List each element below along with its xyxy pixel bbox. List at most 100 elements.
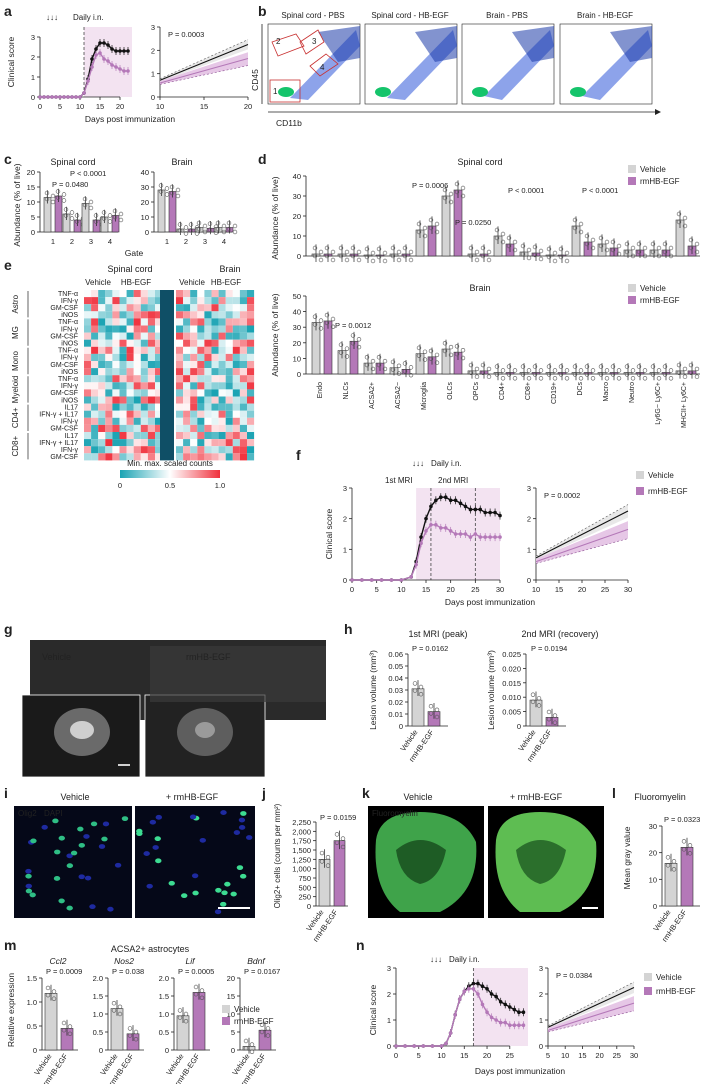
heat-cell <box>105 368 113 376</box>
heat-cell <box>232 318 240 326</box>
heat-cell <box>91 410 99 418</box>
heat-cell <box>147 325 155 333</box>
nucleus <box>83 834 90 839</box>
legend-swatch <box>644 987 652 995</box>
y-axis-title: Lesion volume (mm³) <box>368 650 378 730</box>
legend-label: Vehicle <box>656 973 682 982</box>
c-br-ytick-label: 30 <box>141 183 149 192</box>
nucleus <box>154 836 161 842</box>
legend-label: Vehicle <box>648 471 674 480</box>
heat-cell <box>225 446 233 454</box>
heat-cell <box>225 424 233 432</box>
replicate-point <box>500 231 506 237</box>
data-point <box>419 541 423 545</box>
heat-cell <box>239 432 247 440</box>
replicate-point <box>558 254 564 260</box>
replicate-point <box>480 245 486 251</box>
replicate-point <box>183 231 189 236</box>
heat-cell <box>247 403 255 411</box>
heat-cell <box>197 417 205 425</box>
heat-cell <box>239 417 247 425</box>
reg-n-xtick-label: 20 <box>595 1051 603 1060</box>
data-point <box>489 1015 494 1020</box>
d-bot-ytick-label: 50 <box>293 292 301 301</box>
replicate-point <box>486 374 492 379</box>
heat-cell <box>155 304 163 312</box>
replicate-point <box>67 1031 73 1037</box>
heat-cell <box>126 410 134 418</box>
heat-cell <box>211 432 219 440</box>
microglia-cluster <box>570 87 586 97</box>
replicate-point <box>454 189 460 195</box>
heat-cell <box>91 424 99 432</box>
replicate-point <box>590 237 596 243</box>
heat-cell <box>119 361 127 369</box>
replicate-point <box>598 243 604 249</box>
p-value: P = 0.0012 <box>335 321 371 330</box>
replicate-point <box>636 249 642 255</box>
heat-cell <box>218 389 226 397</box>
h2-ytick-label: 0.015 <box>502 679 521 688</box>
data-point <box>369 578 374 582</box>
microglia-cluster <box>278 87 294 97</box>
heat-cell <box>140 382 148 390</box>
category-label: Microglia <box>421 382 428 410</box>
data-point <box>476 992 480 996</box>
nucleus <box>52 818 59 824</box>
heat-cell <box>197 353 205 361</box>
replicate-point <box>572 364 578 369</box>
nucleus <box>238 825 246 830</box>
replicate-point <box>494 372 500 377</box>
nucleus <box>29 892 36 898</box>
replicate-point <box>598 372 604 377</box>
heat-cell <box>176 382 184 390</box>
heat-cell <box>176 446 184 454</box>
heat-cell <box>218 396 226 404</box>
replicate-point <box>101 210 107 215</box>
heat-cell <box>225 339 233 347</box>
replicate-point <box>630 368 636 373</box>
heat-cell <box>232 375 240 383</box>
heat-cell <box>112 311 120 319</box>
nucleus <box>121 816 129 822</box>
heat-cell <box>98 353 106 361</box>
replicate-point <box>604 368 610 373</box>
replicate-point <box>434 714 440 720</box>
heat-cell <box>247 311 255 319</box>
heat-cell <box>98 346 106 354</box>
heat-cell <box>239 439 247 447</box>
replicate-point <box>319 859 325 864</box>
heat-cell <box>204 332 212 340</box>
replicate-point <box>532 244 538 250</box>
heat-cell <box>155 439 163 447</box>
data-point <box>498 1020 503 1025</box>
replicate-point <box>636 364 642 369</box>
nucleus <box>240 811 247 816</box>
replicate-point <box>650 249 656 255</box>
heat-cell <box>112 339 120 347</box>
category-label: CD4+ <box>499 382 506 400</box>
p-value: P = 0.0002 <box>544 491 580 500</box>
m-Ccl2-bar <box>44 993 58 1051</box>
heat-cell <box>183 424 191 432</box>
cell-population <box>415 26 457 62</box>
data-point <box>494 994 498 999</box>
heat-cell <box>204 290 212 298</box>
heat-cell <box>147 432 155 440</box>
cytokine-label: iNOS <box>61 312 78 319</box>
replicate-point <box>662 241 668 247</box>
heat-cell <box>112 361 120 369</box>
replicate-point <box>330 324 336 330</box>
heat-cell <box>239 290 247 298</box>
heat-cell <box>211 318 219 326</box>
lesion <box>70 721 94 739</box>
heat-cell <box>225 410 233 418</box>
replicate-point <box>442 348 448 354</box>
c-br-ytick-label: 10 <box>141 213 149 222</box>
score-a-ytick-label: 0 <box>31 93 35 102</box>
data-point <box>122 49 126 53</box>
replicate-point <box>578 221 584 227</box>
data-point <box>419 535 423 539</box>
nucleus <box>192 890 199 896</box>
heat-cell <box>225 318 233 326</box>
